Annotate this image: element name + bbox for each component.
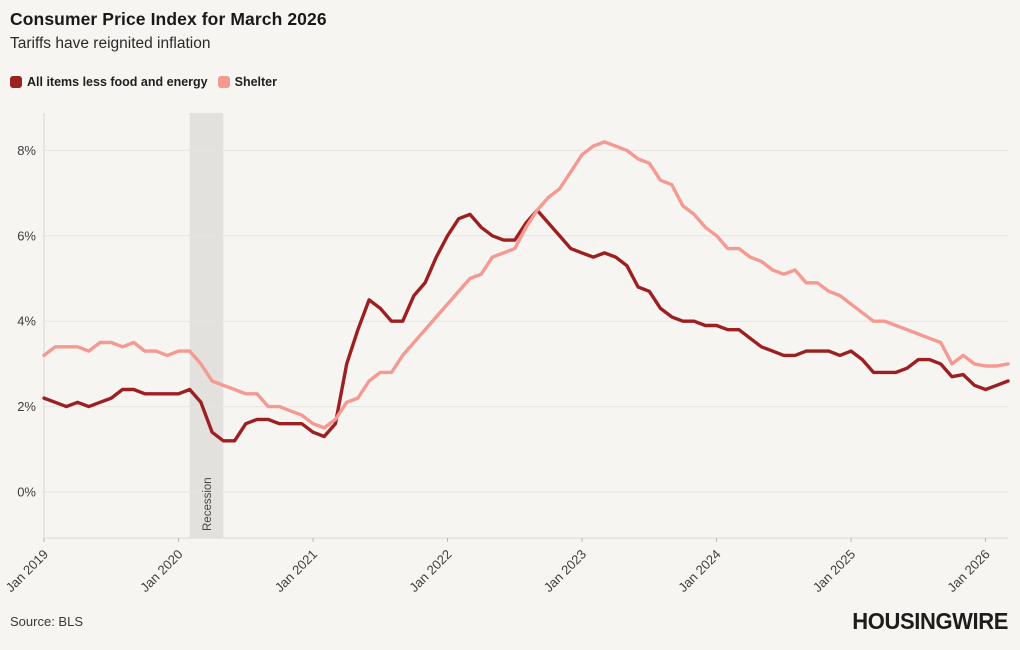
- x-tick-label: Jan 2019: [3, 547, 51, 595]
- series-line-core: [42, 208, 1010, 443]
- y-tick-label: 6%: [17, 228, 36, 243]
- x-tick-label: Jan 2021: [272, 547, 320, 595]
- x-tick-label: Jan 2020: [137, 547, 185, 595]
- series-line-shelter: [42, 140, 1010, 430]
- source-note: Source: BLS: [10, 614, 83, 629]
- legend-label-shelter: Shelter: [234, 75, 277, 89]
- recession-band: [189, 113, 224, 538]
- chart-subtitle: Tariffs have reignited inflation: [10, 35, 211, 52]
- page-title: Consumer Price Index for March 2026: [10, 9, 327, 29]
- legend-swatch-core-icon: [10, 75, 22, 88]
- x-tick-label: Jan 2022: [406, 547, 454, 595]
- legend-item-core: All items less food and energy: [10, 75, 208, 89]
- y-tick-label: 2%: [17, 399, 36, 414]
- x-tick-label: Jan 2026: [944, 547, 992, 595]
- y-tick-label: 4%: [17, 314, 36, 329]
- recession-label: Recession: [202, 477, 214, 531]
- x-tick-label: Jan 2024: [675, 547, 723, 595]
- legend-label-core: All items less food and energy: [27, 75, 208, 89]
- housingwire-logo: HOUSINGWIRE: [852, 608, 1008, 634]
- legend: All items less food and energy Shelter: [10, 75, 277, 89]
- x-tick-label: Jan 2025: [810, 547, 858, 595]
- y-tick-label: 8%: [17, 143, 36, 158]
- y-tick-label: 0%: [17, 485, 36, 500]
- legend-swatch-shelter-icon: [217, 75, 230, 88]
- legend-item-shelter: Shelter: [217, 75, 277, 89]
- x-tick-label: Jan 2023: [541, 547, 589, 595]
